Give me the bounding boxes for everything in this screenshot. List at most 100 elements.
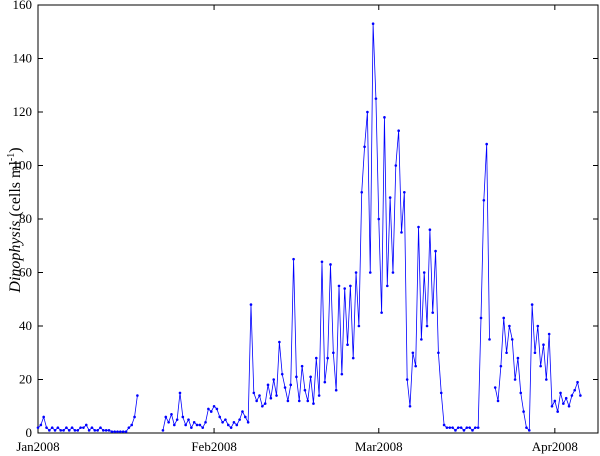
data-point xyxy=(93,429,97,432)
x-tick-label: Apr2008 xyxy=(532,439,578,454)
data-point xyxy=(209,410,213,413)
data-point xyxy=(107,429,111,432)
data-point xyxy=(414,364,417,368)
data-point xyxy=(451,426,454,429)
data-point xyxy=(519,391,523,395)
data-point xyxy=(246,421,250,424)
data-point xyxy=(434,249,437,253)
y-tick-label: 40 xyxy=(19,318,32,333)
data-point xyxy=(90,426,94,429)
data-point xyxy=(377,217,381,221)
data-point xyxy=(241,410,244,413)
data-point xyxy=(448,426,452,429)
data-point xyxy=(317,394,321,397)
data-point xyxy=(508,324,511,328)
data-point xyxy=(556,410,559,413)
data-point xyxy=(471,429,474,432)
x-tick-label: Mar2008 xyxy=(355,439,403,454)
data-point xyxy=(170,412,173,416)
data-point xyxy=(562,402,565,405)
data-point xyxy=(559,391,562,395)
data-point xyxy=(351,356,355,360)
data-point xyxy=(244,415,247,419)
data-point xyxy=(437,351,440,355)
data-point xyxy=(522,410,525,413)
data-point xyxy=(167,421,170,424)
data-point xyxy=(533,351,537,355)
data-point xyxy=(357,324,361,328)
data-point xyxy=(465,426,469,429)
data-point xyxy=(420,338,423,341)
data-point xyxy=(192,421,196,424)
data-point xyxy=(218,415,222,419)
data-point xyxy=(102,429,105,432)
data-point xyxy=(488,338,491,341)
data-point xyxy=(354,271,358,274)
data-point xyxy=(178,391,182,395)
data-point xyxy=(272,378,275,381)
data-point xyxy=(198,423,202,427)
data-point xyxy=(297,399,301,403)
x-tick-label: Feb2008 xyxy=(191,439,237,454)
data-point xyxy=(505,351,508,355)
data-point xyxy=(403,190,406,194)
data-point xyxy=(476,426,480,429)
y-tick-label: 0 xyxy=(26,425,33,440)
data-point xyxy=(79,426,82,429)
data-point xyxy=(422,271,426,274)
data-point xyxy=(573,388,577,392)
data-point xyxy=(184,423,187,427)
y-tick-label: 80 xyxy=(19,211,32,226)
data-point xyxy=(59,429,63,432)
data-point xyxy=(263,402,267,405)
data-point xyxy=(485,142,488,146)
y-label-close: ) xyxy=(7,147,24,152)
data-point xyxy=(411,351,415,355)
data-point xyxy=(550,404,554,408)
data-point xyxy=(56,426,60,429)
data-point xyxy=(278,340,281,344)
data-point xyxy=(130,423,134,427)
data-point xyxy=(314,356,318,360)
data-point xyxy=(428,228,432,231)
data-point xyxy=(39,423,43,427)
data-point xyxy=(496,399,500,403)
data-point xyxy=(516,356,520,360)
data-point xyxy=(67,429,71,432)
data-point xyxy=(539,364,542,368)
data-point xyxy=(173,423,176,427)
data-point xyxy=(343,287,346,290)
data-point xyxy=(346,343,349,347)
data-point xyxy=(181,415,185,419)
data-point xyxy=(136,394,139,397)
data-point xyxy=(366,110,369,114)
series-line xyxy=(37,23,581,433)
data-point xyxy=(87,429,91,432)
data-point xyxy=(417,225,420,229)
data-point xyxy=(175,418,179,421)
y-axis-label: Dinophysis (cells ml-1) xyxy=(6,147,24,293)
data-point xyxy=(326,356,329,360)
data-point xyxy=(576,380,579,384)
data-point xyxy=(289,383,293,387)
data-point xyxy=(104,429,108,432)
data-point xyxy=(229,426,233,429)
data-point xyxy=(340,372,344,376)
data-point xyxy=(391,271,395,274)
data-point xyxy=(195,423,199,427)
data-point xyxy=(187,418,190,421)
data-point xyxy=(36,426,40,429)
data-point xyxy=(397,129,400,133)
x-tick-label: Jan2008 xyxy=(16,439,59,454)
data-point xyxy=(269,396,273,400)
data-point xyxy=(252,391,256,395)
data-point xyxy=(371,22,375,26)
y-label-exp: -1 xyxy=(6,153,17,161)
data-point xyxy=(261,404,264,408)
data-point xyxy=(300,364,304,368)
data-point xyxy=(73,429,77,432)
data-point xyxy=(545,378,548,381)
data-point xyxy=(226,423,230,427)
data-point xyxy=(388,196,392,199)
